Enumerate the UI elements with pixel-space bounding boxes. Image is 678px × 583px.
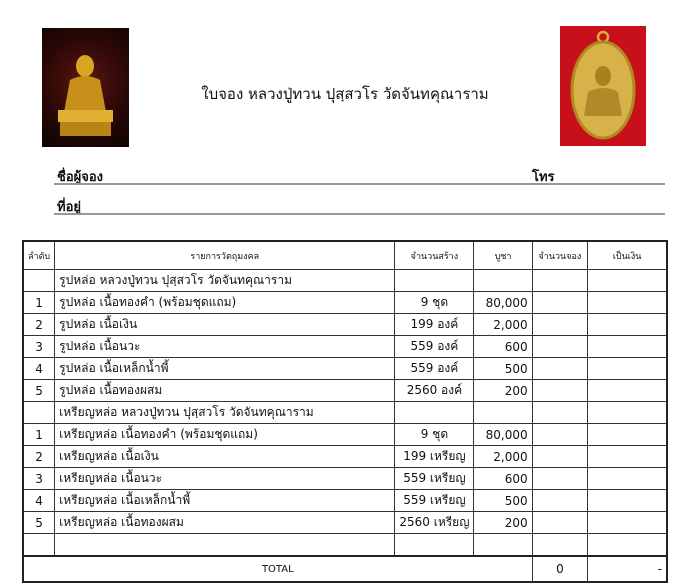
- item-name: เหรียญหล่อ เนื้อนวะ: [54, 467, 396, 490]
- amount-cell: [587, 313, 668, 336]
- gold-monk-statue-image: [42, 28, 129, 147]
- item-name: รูปหล่อ เนื้อเงิน: [54, 313, 396, 336]
- row-number: 2: [22, 445, 56, 468]
- table-row: 4 รูปหล่อ เนื้อเหล็กน้ำพี้ 559 องค์ 500: [22, 357, 668, 380]
- table-header-row: ลำดับ รายการวัตถุมงคล จำนวนสร้าง บูชา จำ…: [22, 240, 668, 270]
- amount-cell: [587, 335, 668, 358]
- address-label: ที่อยู่: [57, 200, 81, 215]
- amount-cell: [587, 489, 668, 512]
- reserve-quantity-cell[interactable]: [531, 489, 589, 512]
- reserve-cell[interactable]: [531, 269, 589, 292]
- name-label: ชื่อผู้จอง: [57, 170, 104, 185]
- empty-row: [22, 533, 668, 557]
- name-phone-input-line[interactable]: [54, 183, 665, 185]
- column-header-amount: เป็นเงิน: [587, 240, 668, 270]
- reserve-quantity-cell[interactable]: [531, 335, 589, 358]
- table-row: 5 รูปหล่อ เนื้อทองผสม 2560 องค์ 200: [22, 379, 668, 402]
- quantity-made: 9 ชุด: [394, 291, 475, 314]
- item-name: รูปหล่อ เนื้อทองผสม: [54, 379, 396, 402]
- item-name: เหรียญหล่อ เนื้อทองคำ (พร้อมชุดแถม): [54, 423, 396, 446]
- item-name: เหรียญหล่อ เนื้อเหล็กน้ำพี้: [54, 489, 396, 512]
- item-name: รูปหล่อ เนื้อนวะ: [54, 335, 396, 358]
- quantity-made: 2560 เหรียญ: [394, 511, 475, 534]
- row-number: 3: [22, 335, 56, 358]
- price: 600: [473, 467, 533, 490]
- price: 200: [473, 511, 533, 534]
- table-row: 5 เหรียญหล่อ เนื้อทองผสม 2560 เหรียญ 200: [22, 511, 668, 534]
- order-table: ลำดับ รายการวัตถุมงคล จำนวนสร้าง บูชา จำ…: [22, 240, 668, 583]
- row-number: 1: [22, 423, 56, 446]
- table-row: 3 เหรียญหล่อ เนื้อนวะ 559 เหรียญ 600: [22, 467, 668, 490]
- amount-cell: [587, 357, 668, 380]
- item-name: เหรียญหล่อ เนื้อเงิน: [54, 445, 396, 468]
- amount-cell: [587, 467, 668, 490]
- price: 80,000: [473, 291, 533, 314]
- price: 500: [473, 357, 533, 380]
- row-number: 4: [22, 357, 56, 380]
- column-header-quantity-made: จำนวนสร้าง: [394, 240, 475, 270]
- item-name: รูปหล่อ เนื้อเหล็กน้ำพี้: [54, 357, 396, 380]
- row-number: 5: [22, 511, 56, 534]
- table-row: 1 รูปหล่อ เนื้อทองคำ (พร้อมชุดแถม) 9 ชุด…: [22, 291, 668, 314]
- amount-cell: [587, 511, 668, 534]
- price: 500: [473, 489, 533, 512]
- quantity-made: 559 องค์: [394, 335, 475, 358]
- row-number: 5: [22, 379, 56, 402]
- quantity-made: 559 องค์: [394, 357, 475, 380]
- quantity-made: 559 เหรียญ: [394, 489, 475, 512]
- page-title: ใบจอง หลวงปู่ทวน ปุสฺสวโร วัดจันทคุณาราม: [201, 85, 489, 103]
- item-name: เหรียญหล่อ เนื้อทองผสม: [54, 511, 396, 534]
- amount-cell: [587, 445, 668, 468]
- table-row: 4 เหรียญหล่อ เนื้อเหล็กน้ำพี้ 559 เหรียญ…: [22, 489, 668, 512]
- quantity-made: 9 ชุด: [394, 423, 475, 446]
- total-amount: -: [587, 555, 668, 583]
- reserve-quantity-cell[interactable]: [531, 467, 589, 490]
- item-name: รูปหล่อ เนื้อทองคำ (พร้อมชุดแถม): [54, 291, 396, 314]
- table-row: 2 เหรียญหล่อ เนื้อเงิน 199 เหรียญ 2,000: [22, 445, 668, 468]
- table-row: 1 เหรียญหล่อ เนื้อทองคำ (พร้อมชุดแถม) 9 …: [22, 423, 668, 446]
- section-heading: รูปหล่อ หลวงปู่ทวน ปุสฺสวโร วัดจันทคุณาร…: [54, 269, 396, 292]
- section-heading-row: เหรียญหล่อ หลวงปู่ทวน ปุสฺสวโร วัดจันทคุ…: [22, 401, 668, 424]
- reserve-cell[interactable]: [531, 401, 589, 424]
- column-header-no: ลำดับ: [22, 240, 56, 270]
- gold-medal-image: [560, 26, 646, 146]
- amount-cell: [587, 379, 668, 402]
- reserve-quantity-cell[interactable]: [531, 511, 589, 534]
- quantity-made: 559 เหรียญ: [394, 467, 475, 490]
- row-number: 2: [22, 313, 56, 336]
- row-number: 4: [22, 489, 56, 512]
- column-header-reserved: จำนวนจอง: [531, 240, 589, 270]
- quantity-made: 199 เหรียญ: [394, 445, 475, 468]
- section-heading-row: รูปหล่อ หลวงปู่ทวน ปุสฺสวโร วัดจันทคุณาร…: [22, 269, 668, 292]
- total-row: TOTAL 0 -: [22, 555, 668, 583]
- price: 2,000: [473, 313, 533, 336]
- row-number: 1: [22, 291, 56, 314]
- reserve-quantity-cell[interactable]: [531, 313, 589, 336]
- reserve-quantity-cell[interactable]: [531, 357, 589, 380]
- price: 200: [473, 379, 533, 402]
- column-header-item: รายการวัตถุมงคล: [54, 240, 396, 270]
- reserve-quantity-cell[interactable]: [531, 291, 589, 314]
- price: 600: [473, 335, 533, 358]
- reserve-quantity-cell[interactable]: [531, 445, 589, 468]
- total-label: TOTAL: [22, 555, 533, 583]
- table-row: 2 รูปหล่อ เนื้อเงิน 199 องค์ 2,000: [22, 313, 668, 336]
- price: 80,000: [473, 423, 533, 446]
- section-heading: เหรียญหล่อ หลวงปู่ทวน ปุสฺสวโร วัดจันทคุ…: [54, 401, 396, 424]
- address-input-line[interactable]: [54, 213, 665, 215]
- reserve-quantity-cell[interactable]: [531, 423, 589, 446]
- quantity-made: 199 องค์: [394, 313, 475, 336]
- total-quantity[interactable]: 0: [531, 555, 589, 583]
- table-row: 3 รูปหล่อ เนื้อนวะ 559 องค์ 600: [22, 335, 668, 358]
- phone-label: โทร: [532, 170, 555, 185]
- price: 2,000: [473, 445, 533, 468]
- row-number: 3: [22, 467, 56, 490]
- amount-cell: [587, 291, 668, 314]
- quantity-made: 2560 องค์: [394, 379, 475, 402]
- column-header-price: บูชา: [473, 240, 533, 270]
- amount-cell: [587, 423, 668, 446]
- reserve-quantity-cell[interactable]: [531, 379, 589, 402]
